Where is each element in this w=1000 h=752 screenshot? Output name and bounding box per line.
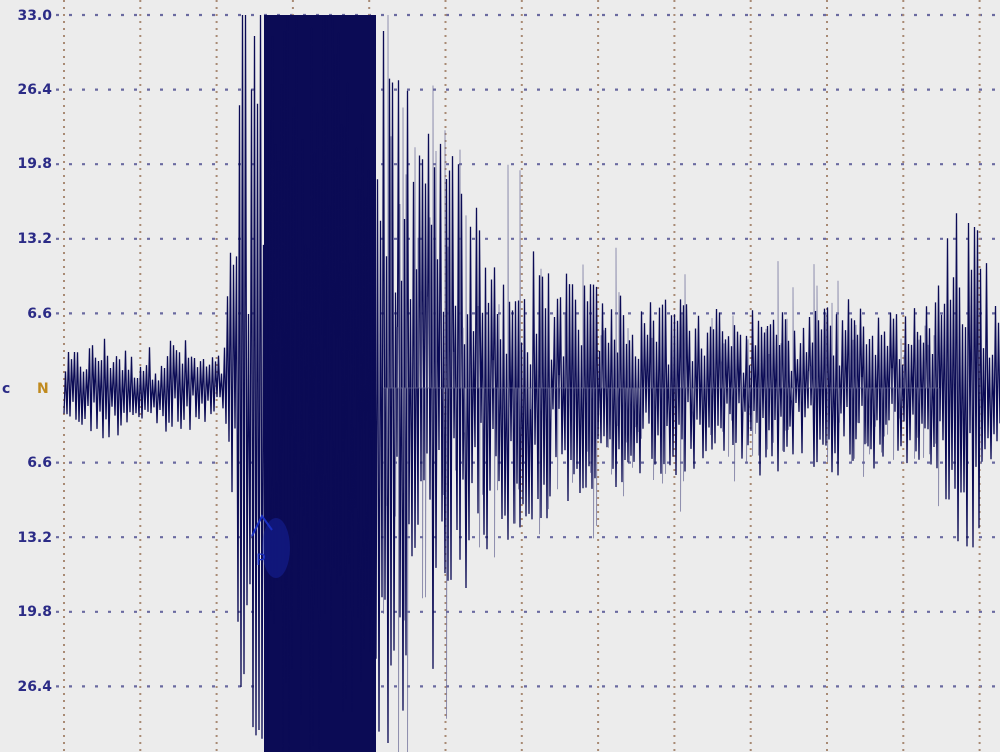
phase-marker-glow (262, 518, 290, 578)
y-tick-label: 26.4 (17, 679, 52, 695)
phase-arrow-icon (251, 514, 273, 537)
y-axis-ticks: 33.0 26.4 19.8 13.2 6.6 6.6 13.2 19.8 26… (2, 8, 52, 695)
seismic-trace (63, 14, 1000, 752)
grid (56, 0, 1000, 752)
seismic-trace-shadow (383, 14, 940, 752)
y-tick-label: 19.8 (17, 156, 52, 172)
channel-prefix-label: c (2, 381, 10, 397)
y-tick-label: 13.2 (17, 231, 52, 247)
y-tick-label: 19.8 (17, 604, 52, 620)
phase-marker-p: P (251, 514, 290, 578)
y-tick-label: 13.2 (17, 530, 52, 546)
y-tick-label: 6.6 (27, 306, 52, 322)
y-tick-label: 26.4 (17, 82, 52, 98)
y-tick-label: 6.6 (27, 455, 52, 471)
phase-marker-label: P (256, 550, 266, 569)
y-tick-label: 33.0 (17, 8, 52, 24)
channel-label: N (37, 381, 49, 397)
